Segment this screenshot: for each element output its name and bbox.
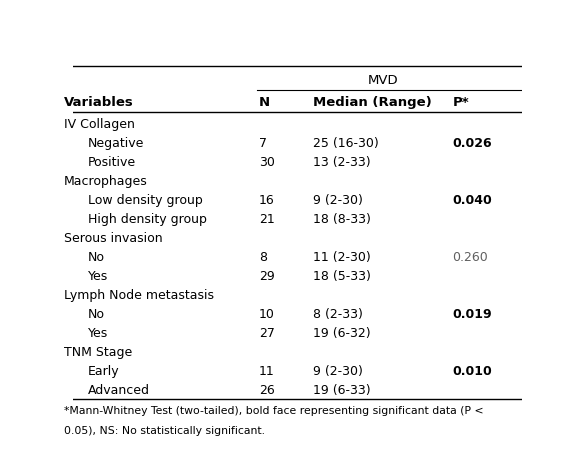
Text: 19 (6-33): 19 (6-33) <box>313 383 371 397</box>
Text: 26: 26 <box>259 383 275 397</box>
Text: 0.026: 0.026 <box>452 137 492 150</box>
Text: 30: 30 <box>259 156 275 169</box>
Text: Median (Range): Median (Range) <box>313 96 432 109</box>
Text: Lymph Node metastasis: Lymph Node metastasis <box>64 289 213 302</box>
Text: 18 (5-33): 18 (5-33) <box>313 270 371 283</box>
Text: Serous invasion: Serous invasion <box>64 232 162 245</box>
Text: Early: Early <box>88 365 120 378</box>
Text: 11: 11 <box>259 365 275 378</box>
Text: Negative: Negative <box>88 137 144 150</box>
Text: 8 (2-33): 8 (2-33) <box>313 308 363 321</box>
Text: Macrophages: Macrophages <box>64 175 147 188</box>
Text: Variables: Variables <box>64 96 133 109</box>
Text: 25 (16-30): 25 (16-30) <box>313 137 379 150</box>
Text: 0.010: 0.010 <box>452 365 492 378</box>
Text: 0.260: 0.260 <box>452 251 488 264</box>
Text: 8: 8 <box>259 251 267 264</box>
Text: 11 (2-30): 11 (2-30) <box>313 251 371 264</box>
Text: TNM Stage: TNM Stage <box>64 346 132 359</box>
Text: 21: 21 <box>259 213 275 226</box>
Text: No: No <box>88 308 105 321</box>
Text: 16: 16 <box>259 194 275 207</box>
Text: Advanced: Advanced <box>88 383 150 397</box>
Text: IV Collagen: IV Collagen <box>64 118 135 131</box>
Text: Yes: Yes <box>88 270 108 283</box>
Text: High density group: High density group <box>88 213 207 226</box>
Text: 27: 27 <box>259 327 275 340</box>
Text: 10: 10 <box>259 308 275 321</box>
Text: MVD: MVD <box>367 74 398 87</box>
Text: Low density group: Low density group <box>88 194 203 207</box>
Text: 29: 29 <box>259 270 275 283</box>
Text: 0.040: 0.040 <box>452 194 492 207</box>
Text: 13 (2-33): 13 (2-33) <box>313 156 371 169</box>
Text: 0.05), NS: No statistically significant.: 0.05), NS: No statistically significant. <box>64 426 264 436</box>
Text: Positive: Positive <box>88 156 136 169</box>
Text: Yes: Yes <box>88 327 108 340</box>
Text: 19 (6-32): 19 (6-32) <box>313 327 371 340</box>
Text: N: N <box>259 96 270 109</box>
Text: 9 (2-30): 9 (2-30) <box>313 365 363 378</box>
Text: *Mann-Whitney Test (two-tailed), bold face representing significant data (P <: *Mann-Whitney Test (two-tailed), bold fa… <box>64 406 483 416</box>
Text: No: No <box>88 251 105 264</box>
Text: 0.019: 0.019 <box>452 308 492 321</box>
Text: P*: P* <box>452 96 469 109</box>
Text: 9 (2-30): 9 (2-30) <box>313 194 363 207</box>
Text: 18 (8-33): 18 (8-33) <box>313 213 371 226</box>
Text: 7: 7 <box>259 137 267 150</box>
